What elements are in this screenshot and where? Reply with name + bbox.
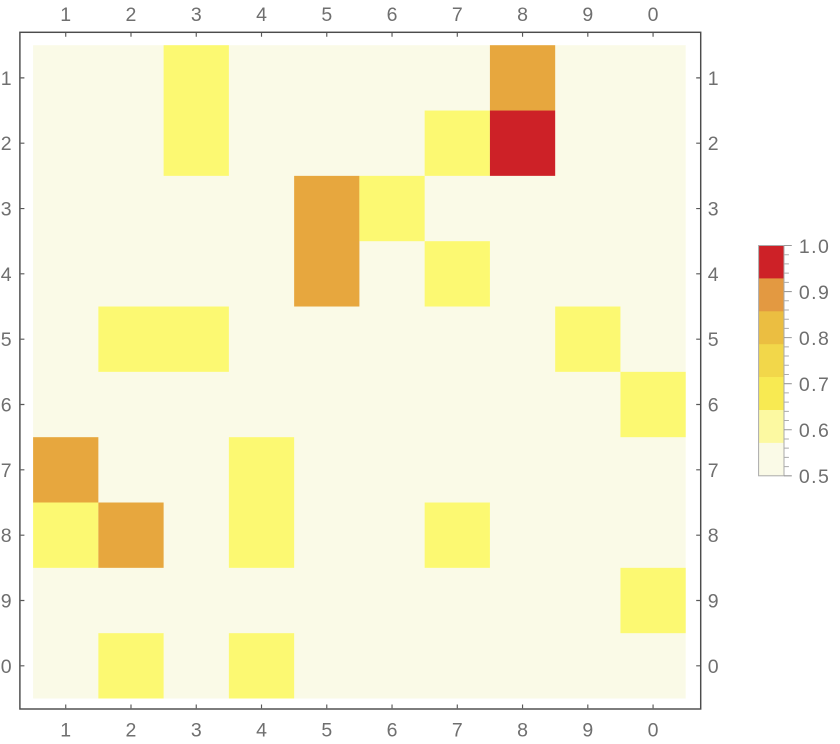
svg-text:0: 0 [648, 719, 659, 741]
svg-text:1.0: 1.0 [799, 236, 830, 258]
svg-text:0.8: 0.8 [799, 328, 830, 350]
svg-text:0.5: 0.5 [799, 466, 830, 488]
svg-text:4: 4 [708, 264, 719, 286]
svg-text:7: 7 [1, 460, 12, 482]
svg-text:8: 8 [1, 525, 12, 547]
svg-text:7: 7 [452, 719, 463, 741]
svg-text:1: 1 [60, 4, 71, 26]
svg-text:8: 8 [517, 719, 528, 741]
svg-text:2: 2 [708, 133, 719, 155]
svg-text:3: 3 [191, 4, 202, 26]
svg-text:2: 2 [1, 133, 12, 155]
svg-text:5: 5 [1, 329, 12, 351]
svg-text:5: 5 [708, 329, 719, 351]
svg-text:9: 9 [1, 591, 12, 613]
svg-text:7: 7 [452, 4, 463, 26]
svg-text:1: 1 [60, 719, 71, 741]
svg-text:0: 0 [708, 656, 719, 678]
svg-text:2: 2 [126, 4, 137, 26]
svg-text:3: 3 [191, 719, 202, 741]
svg-text:4: 4 [1, 264, 12, 286]
svg-text:7: 7 [708, 460, 719, 482]
svg-text:0: 0 [648, 4, 659, 26]
svg-text:6: 6 [387, 719, 398, 741]
svg-text:6: 6 [1, 395, 12, 417]
svg-text:1: 1 [1, 68, 12, 90]
svg-text:4: 4 [256, 4, 267, 26]
svg-text:8: 8 [708, 525, 719, 547]
svg-text:5: 5 [321, 4, 332, 26]
svg-text:3: 3 [708, 199, 719, 221]
svg-text:6: 6 [387, 4, 398, 26]
svg-text:0: 0 [1, 656, 12, 678]
svg-text:3: 3 [1, 199, 12, 221]
svg-text:4: 4 [256, 719, 267, 741]
svg-text:2: 2 [126, 719, 137, 741]
svg-text:0.9: 0.9 [799, 282, 830, 304]
svg-text:1: 1 [708, 68, 719, 90]
svg-text:0.7: 0.7 [799, 374, 830, 396]
svg-text:9: 9 [582, 719, 593, 741]
svg-text:0.6: 0.6 [799, 420, 830, 442]
svg-text:9: 9 [708, 591, 719, 613]
svg-text:9: 9 [582, 4, 593, 26]
svg-text:5: 5 [321, 719, 332, 741]
svg-text:8: 8 [517, 4, 528, 26]
svg-text:6: 6 [708, 395, 719, 417]
